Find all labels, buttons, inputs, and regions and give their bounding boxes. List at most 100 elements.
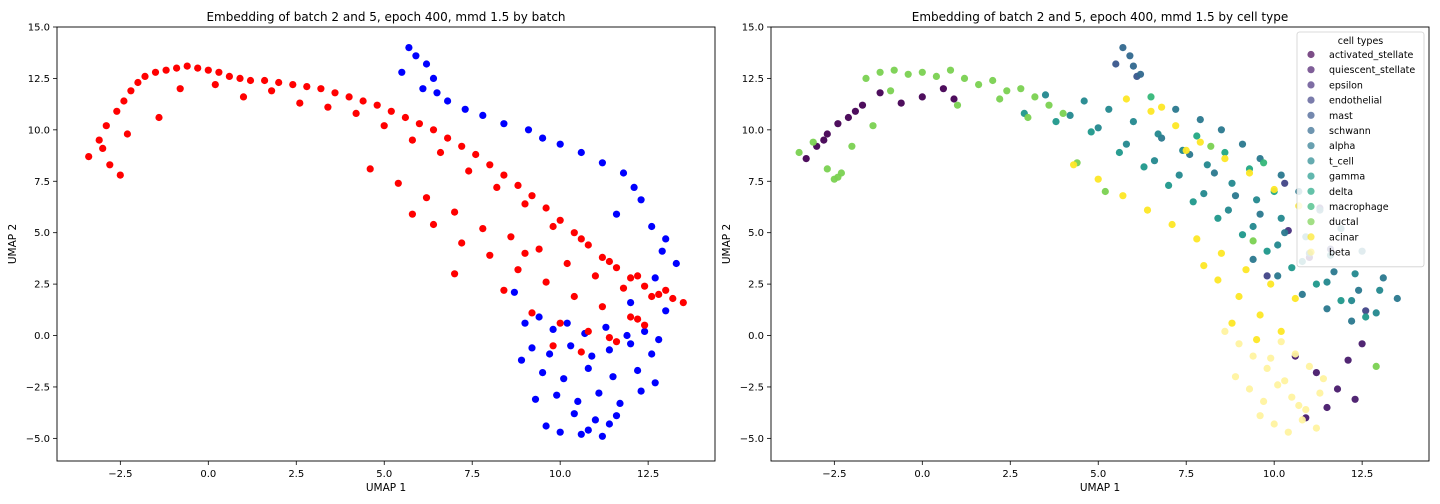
legend-marker	[1307, 66, 1315, 74]
y-tick-label: −5.0	[740, 434, 764, 445]
data-point	[823, 165, 831, 173]
data-point	[1249, 237, 1257, 245]
data-point	[408, 136, 416, 144]
data-point	[1210, 169, 1218, 177]
data-point	[1298, 290, 1306, 298]
data-point	[510, 288, 518, 296]
data-point	[655, 290, 663, 298]
data-point	[648, 222, 656, 231]
data-point	[570, 410, 578, 418]
series-gamma	[1020, 109, 1370, 321]
data-point	[946, 66, 955, 74]
data-point	[1115, 148, 1123, 157]
data-point	[486, 251, 494, 259]
y-tick-label: 15.0	[28, 23, 50, 34]
x-tick-label: 12.5	[637, 469, 659, 480]
x-tick-label: 2.5	[288, 469, 304, 480]
data-point	[1277, 327, 1285, 335]
data-point	[567, 342, 575, 350]
legend-item: epsilon	[1307, 80, 1363, 91]
data-point	[1337, 297, 1345, 305]
data-point	[876, 89, 884, 97]
data-point	[1291, 294, 1299, 303]
legend-label: beta	[1329, 248, 1350, 259]
data-point	[1256, 210, 1264, 218]
data-point	[444, 134, 452, 142]
data-point	[577, 235, 585, 243]
y-tick-label: 15.0	[742, 23, 764, 34]
data-point	[598, 303, 607, 311]
data-point	[1228, 319, 1236, 327]
y-tick-label: −2.5	[740, 382, 764, 393]
data-point	[648, 292, 656, 301]
data-point	[553, 391, 561, 399]
legend-item: schwann	[1307, 126, 1371, 137]
data-point	[225, 72, 233, 80]
data-point	[204, 66, 212, 74]
data-point	[359, 97, 367, 105]
data-point	[918, 93, 926, 101]
data-point	[1045, 101, 1053, 109]
y-tick-label: 7.5	[34, 177, 50, 188]
data-point	[173, 64, 181, 72]
data-point	[1052, 118, 1060, 126]
data-point	[672, 259, 680, 268]
data-point	[239, 93, 248, 101]
data-point	[141, 72, 149, 80]
data-point	[1094, 124, 1102, 132]
x-tick-label: 5.0	[1090, 469, 1106, 480]
data-point	[1238, 140, 1247, 148]
data-point	[405, 44, 413, 52]
data-point	[1253, 196, 1261, 204]
data-point	[655, 336, 663, 344]
legend-marker	[1307, 81, 1315, 89]
data-point	[429, 74, 438, 82]
data-point	[1136, 70, 1145, 78]
data-point	[127, 87, 135, 95]
legend-marker	[1307, 111, 1315, 119]
data-point	[563, 259, 571, 268]
x-axis-label: UMAP 1	[366, 482, 406, 494]
data-point	[1196, 116, 1204, 124]
data-point	[102, 122, 110, 130]
data-point	[556, 428, 564, 436]
x-tick-label: 5.0	[376, 469, 392, 480]
legend-label: schwann	[1329, 126, 1371, 137]
legend-label: endothelial	[1329, 96, 1382, 107]
data-point	[1256, 412, 1264, 420]
data-point	[1256, 311, 1264, 319]
data-point	[844, 113, 853, 122]
data-point	[616, 399, 624, 407]
data-point	[890, 66, 898, 74]
data-point	[436, 148, 445, 157]
data-point	[1288, 264, 1296, 272]
data-point	[1041, 91, 1050, 99]
data-point	[795, 148, 803, 157]
data-point	[1122, 140, 1130, 148]
data-point	[851, 107, 860, 115]
data-point	[623, 331, 631, 340]
data-point	[1105, 105, 1113, 113]
data-point	[1351, 270, 1359, 278]
data-point	[651, 274, 659, 282]
data-point	[539, 369, 547, 377]
data-point	[1150, 157, 1159, 165]
data-point	[155, 113, 163, 122]
data-point	[584, 426, 592, 434]
data-point	[641, 327, 649, 335]
data-point	[524, 126, 533, 134]
data-point	[1203, 161, 1211, 169]
data-point	[535, 245, 543, 253]
data-point	[268, 87, 276, 95]
data-point	[1214, 214, 1222, 222]
data-point	[465, 167, 473, 175]
data-point	[1245, 169, 1254, 177]
data-point	[1154, 130, 1162, 138]
series-t-cell	[1041, 91, 1384, 317]
data-point	[634, 272, 642, 280]
data-point	[1270, 420, 1278, 428]
legend-item: t_cell	[1307, 156, 1354, 167]
data-point	[939, 85, 948, 93]
data-point	[598, 159, 607, 167]
